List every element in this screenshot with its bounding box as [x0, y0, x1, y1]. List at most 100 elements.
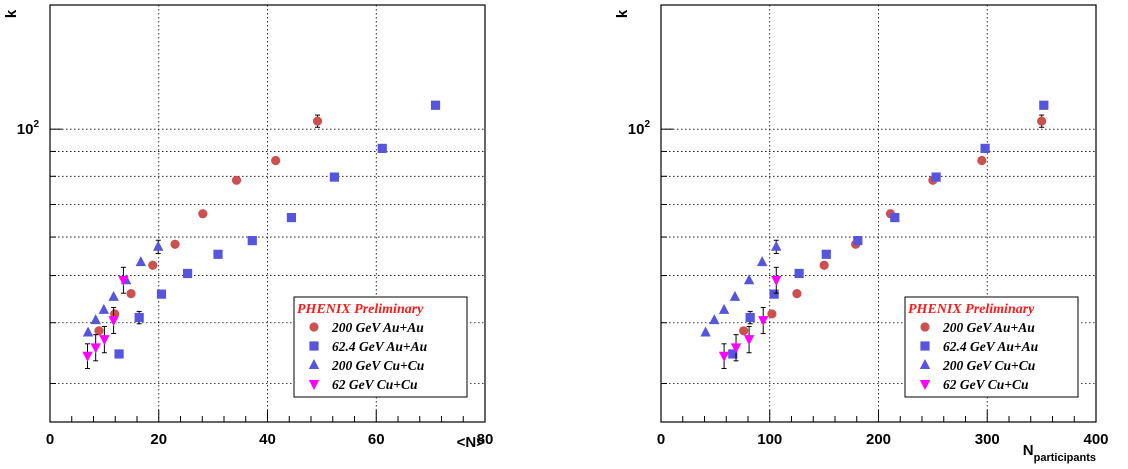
- data-point-triangle-up: [82, 326, 94, 337]
- data-point-circle: [767, 309, 777, 319]
- data-point-triangle-up: [308, 359, 320, 369]
- legend-entry-label: 200 GeV Au+Au: [331, 320, 424, 335]
- data-point-triangle-up: [90, 314, 101, 325]
- data-point-circle: [198, 209, 208, 219]
- series-triangle-up: [82, 239, 164, 337]
- data-point-circle: [819, 260, 829, 270]
- series-triangle-down: [718, 266, 782, 370]
- data-point-triangle-up: [919, 359, 931, 369]
- legend-entry-label: 62.4 GeV Au+Au: [332, 339, 428, 354]
- data-point-circle: [170, 239, 180, 249]
- data-point-triangle-up: [700, 326, 711, 337]
- legend: PHENIX Preliminary 200 GeV Au+Au 62.4 GeV …: [293, 296, 468, 398]
- legend-box: [904, 296, 1079, 398]
- data-point-triangle-down: [730, 343, 742, 354]
- data-point-square: [794, 268, 804, 279]
- data-point-square: [745, 312, 755, 323]
- data-point-square: [430, 100, 441, 110]
- series-triangle-up: [700, 239, 782, 337]
- data-point-triangle-up: [756, 256, 768, 267]
- legend-entry-label: 62 GeV Cu+Cu: [943, 377, 1029, 392]
- legend-entry-label: 200 GeV Cu+Cu: [331, 358, 425, 373]
- data-point-square: [182, 268, 193, 279]
- data-point-square: [769, 289, 779, 299]
- legend-entry-label: 62 GeV Cu+Cu: [332, 377, 418, 392]
- data-point-square: [309, 341, 319, 351]
- series-circle: [94, 114, 323, 336]
- data-point-circle: [792, 289, 802, 299]
- data-point-circle: [148, 260, 158, 270]
- data-point-triangle-down: [90, 343, 101, 354]
- data-point-triangle-up: [709, 314, 720, 325]
- data-point-triangle-up: [98, 303, 110, 314]
- x-tick-label: 0: [657, 431, 665, 448]
- data-point-triangle-down: [771, 275, 782, 286]
- data-point-circle: [309, 322, 319, 332]
- y-tick-label-exponent: 2: [644, 119, 650, 130]
- data-point-square: [931, 172, 941, 182]
- x-tick-label: 400: [1083, 431, 1108, 448]
- x-tick-label: 200: [866, 431, 891, 448]
- legend-entry-label: 62.4 GeV Au+Au: [943, 339, 1039, 354]
- x-tick-label: 100: [757, 431, 782, 448]
- data-point-circle: [94, 326, 104, 336]
- data-point-triangle-down: [308, 380, 320, 390]
- data-point-square: [853, 236, 863, 246]
- data-point-circle: [271, 155, 281, 166]
- data-point-triangle-down: [743, 335, 755, 346]
- x-tick-label: 20: [150, 431, 167, 448]
- data-point-triangle-down: [99, 335, 110, 346]
- gridlines: [661, 5, 1096, 422]
- x-axis-title: Nparticipants: [1023, 442, 1096, 464]
- legend-title: PHENIX Preliminary: [297, 302, 424, 317]
- data-point-triangle-up: [718, 303, 730, 314]
- data-point-triangle-up: [153, 240, 164, 251]
- data-point-square: [821, 249, 831, 259]
- y-axis-title: k: [614, 9, 631, 18]
- legend-entry-label: 200 GeV Au+Au: [942, 320, 1035, 335]
- series-square: [114, 100, 441, 359]
- y-tick-label-base: 10: [17, 121, 34, 138]
- data-point-circle: [231, 175, 242, 185]
- legend-title: PHENIX Preliminary: [908, 302, 1035, 317]
- data-point-triangle-down: [758, 316, 769, 327]
- data-point-square: [980, 143, 990, 153]
- y-tick-label: 102: [628, 119, 651, 138]
- series-triangle-down: [82, 266, 129, 370]
- data-point-square: [134, 312, 144, 323]
- left-panel: 0 20 40 60 80 102 k <N> PHENIX Preliminary 200 Ge…: [3, 4, 494, 451]
- data-point-square: [890, 212, 900, 223]
- x-axis-title-subscript: participants: [1034, 452, 1096, 464]
- data-point-square: [377, 143, 387, 153]
- gridlines: [50, 5, 485, 422]
- x-axis-title-main: N: [1023, 442, 1034, 459]
- data-point-square: [156, 289, 167, 299]
- legend-entry-label: 200 GeV Cu+Cu: [942, 358, 1036, 373]
- y-tick-label-exponent: 2: [33, 119, 39, 130]
- data-point-triangle-up: [135, 256, 147, 267]
- data-point-square: [213, 249, 223, 259]
- data-point-triangle-down: [919, 380, 931, 390]
- data-point-square: [114, 349, 124, 359]
- data-point-circle: [920, 322, 930, 332]
- data-point-square: [247, 236, 257, 246]
- x-tick-label: 0: [46, 431, 54, 448]
- x-tick-label: 80: [477, 431, 494, 448]
- data-point-square: [920, 341, 930, 351]
- data-point-triangle-down: [718, 351, 730, 362]
- data-point-triangle-down: [108, 316, 119, 327]
- data-point-circle: [126, 289, 136, 299]
- data-point-triangle-up: [743, 274, 755, 285]
- data-point-circle: [312, 116, 323, 126]
- data-point-triangle-up: [771, 240, 782, 251]
- right-panel: 0 100 200 300 400 102 k Nparticipants PHENIX Pre…: [614, 4, 1109, 464]
- data-point-circle: [1037, 116, 1047, 126]
- data-point-square: [728, 349, 738, 359]
- data-point-triangle-down: [118, 275, 129, 286]
- x-axis-title: <N>: [457, 434, 486, 451]
- legend-box: [293, 296, 468, 398]
- data-point-triangle-down: [82, 351, 93, 362]
- data-point-square: [329, 172, 339, 182]
- y-tick-label-base: 10: [628, 121, 645, 138]
